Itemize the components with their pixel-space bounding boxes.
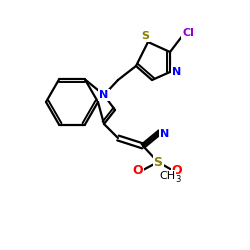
Text: S: S [154,156,162,168]
Text: S: S [141,31,149,41]
Text: 3: 3 [175,174,180,184]
Text: N: N [160,129,170,139]
Text: N: N [172,67,182,77]
Text: Cl: Cl [182,28,194,38]
Text: O: O [133,164,143,176]
Text: N: N [100,90,108,100]
Text: CH: CH [159,171,175,181]
Text: O: O [172,164,182,176]
